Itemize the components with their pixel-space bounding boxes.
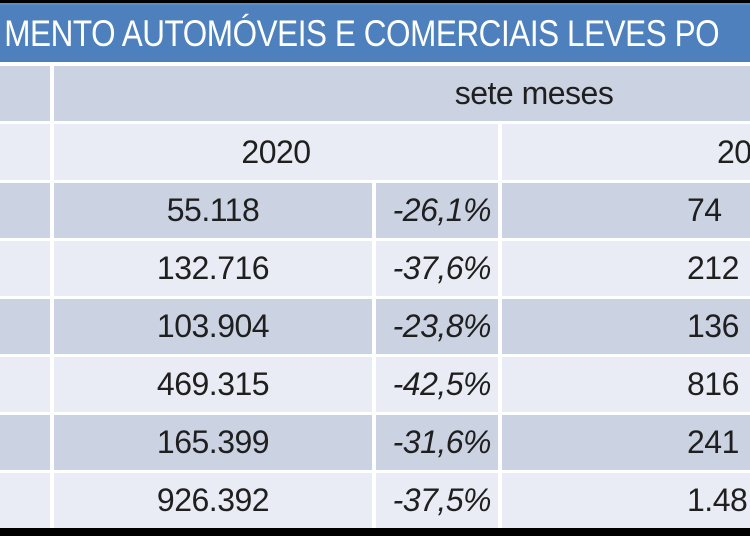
variation-pct-cell: -31,6% (376, 415, 498, 470)
row-label-cell (0, 183, 50, 238)
year-2020-header-cell: 2020 (54, 124, 498, 180)
value-right-partial: 136 (687, 308, 739, 344)
table-title-bar: MENTO AUTOMÓVEIS E COMERCIAIS LEVES PO (0, 3, 750, 62)
year-right-header-cell: 20 (502, 124, 750, 180)
row-label-header-cell (0, 124, 50, 180)
variation-pct: -42,5% (392, 366, 492, 402)
year-2020-label: 2020 (241, 133, 311, 170)
variation-pct: -31,6% (392, 424, 492, 460)
variation-pct: -37,6% (392, 250, 492, 286)
value-2020: 926.392 (156, 482, 270, 518)
row-label-header-cell (0, 66, 50, 121)
row-label-cell (0, 357, 50, 412)
value-2020: 103.904 (156, 308, 270, 344)
variation-pct: -37,5% (392, 482, 492, 518)
variation-pct: -23,8% (392, 308, 492, 344)
row-label-cell (0, 241, 50, 296)
value-right-partial: 241 (687, 424, 739, 460)
table-title-text: MENTO AUTOMÓVEIS E COMERCIAIS LEVES PO (4, 12, 720, 54)
variation-pct: -26,1% (392, 192, 492, 228)
value-2020: 469.315 (156, 366, 270, 402)
value-right-cell: 136 (502, 299, 750, 354)
variation-pct-cell: -26,1% (376, 183, 498, 238)
value-right-cell: 212 (502, 241, 750, 296)
value-2020: 165.399 (156, 424, 270, 460)
value-2020-cell: 469.315 (54, 357, 372, 412)
value-right-partial: 212 (687, 250, 739, 286)
frame-border-bottom (0, 528, 750, 536)
value-right-partial: 1.48 (687, 482, 748, 518)
variation-pct-cell: -37,5% (376, 473, 498, 528)
value-right-cell: 816 (502, 357, 750, 412)
value-2020-cell: 55.118 (54, 183, 372, 238)
variation-pct-cell: -37,6% (376, 241, 498, 296)
value-right-partial: 74 (687, 192, 722, 228)
value-2020-cell: 926.392 (54, 473, 372, 528)
value-right-partial: 816 (687, 366, 739, 402)
data-table: sete meses 2020 20 55.118 -26,1% 74 132.… (0, 66, 750, 528)
frame-border-top (0, 0, 750, 3)
value-2020: 132.716 (156, 250, 270, 286)
variation-pct-cell: -23,8% (376, 299, 498, 354)
value-2020-cell: 132.716 (54, 241, 372, 296)
period-header-label: sete meses (454, 75, 614, 111)
period-header-cell: sete meses (54, 66, 750, 121)
value-2020: 55.118 (166, 192, 260, 228)
row-label-cell (0, 299, 50, 354)
value-2020-cell: 165.399 (54, 415, 372, 470)
value-2020-cell: 103.904 (54, 299, 372, 354)
value-right-cell: 74 (502, 183, 750, 238)
value-right-cell: 1.48 (502, 473, 750, 528)
year-right-label-partial: 20 (717, 133, 750, 170)
value-right-cell: 241 (502, 415, 750, 470)
row-label-cell (0, 415, 50, 470)
row-label-cell (0, 473, 50, 528)
variation-pct-cell: -42,5% (376, 357, 498, 412)
